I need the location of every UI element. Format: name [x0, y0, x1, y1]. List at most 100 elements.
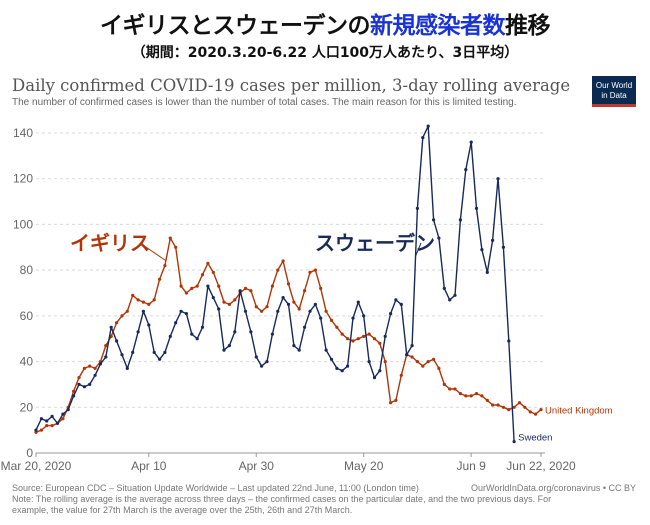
data-point-sweden [98, 362, 103, 366]
data-point-united-kingdom [61, 417, 65, 421]
annotations: United Kingdom Sweden イギリス スウェーデン [70, 231, 613, 444]
data-point-sweden [372, 376, 377, 380]
data-point-united-kingdom [222, 300, 226, 304]
logo-line1: Our World [595, 81, 633, 90]
annotation-uk-leader [139, 242, 167, 262]
data-point-united-kingdom [340, 332, 344, 336]
data-point-united-kingdom [50, 424, 54, 428]
y-tick-label: 60 [20, 309, 34, 323]
data-point-sweden [39, 417, 44, 421]
data-point-sweden [512, 440, 516, 444]
data-point-united-kingdom [190, 286, 194, 290]
data-point-united-kingdom [356, 337, 360, 341]
data-point-sweden [426, 124, 430, 128]
data-point-sweden [313, 302, 317, 306]
data-point-sweden [265, 360, 269, 364]
y-tick-label: 140 [13, 126, 33, 140]
data-point-sweden [383, 334, 387, 338]
x-tick-label: May 20 [344, 459, 384, 473]
data-point-united-kingdom [120, 314, 124, 318]
data-point-sweden [308, 309, 312, 313]
data-point-sweden [421, 136, 425, 140]
data-point-sweden [329, 357, 334, 361]
owid-logo[interactable]: Our World in Data [592, 76, 636, 107]
data-point-united-kingdom [378, 341, 382, 345]
data-point-united-kingdom [464, 394, 468, 398]
data-point-sweden [104, 355, 108, 359]
data-point-united-kingdom [174, 245, 178, 249]
data-point-united-kingdom [432, 357, 436, 361]
data-point-united-kingdom [211, 270, 215, 274]
series-label-sweden: Sweden [518, 433, 552, 444]
data-point-sweden [281, 296, 285, 300]
data-point-united-kingdom [141, 300, 145, 304]
data-point-united-kingdom [168, 236, 172, 240]
y-tick-label: 100 [13, 217, 33, 231]
data-point-sweden [50, 414, 54, 418]
data-point-united-kingdom [217, 284, 221, 288]
data-point-sweden [448, 298, 452, 302]
data-point-sweden [190, 332, 194, 336]
data-point-sweden [399, 302, 403, 306]
data-point-united-kingdom [496, 403, 500, 407]
data-point-sweden [507, 339, 511, 343]
data-point-united-kingdom [195, 284, 199, 288]
data-point-united-kingdom [534, 412, 538, 416]
data-point-sweden [437, 236, 441, 240]
data-point-sweden [163, 350, 167, 354]
source-text: Source: European CDC – Situation Update … [12, 483, 419, 493]
data-point-united-kingdom [281, 259, 285, 263]
data-point-united-kingdom [517, 401, 522, 405]
data-point-sweden [211, 296, 215, 300]
data-point-sweden [464, 168, 468, 172]
data-point-united-kingdom [72, 389, 76, 393]
data-point-sweden [485, 270, 489, 274]
logo-line2: in Data [601, 91, 627, 100]
data-point-sweden [222, 348, 226, 352]
data-point-united-kingdom [491, 403, 495, 407]
data-point-sweden [136, 330, 140, 334]
x-tick-label: Apr 30 [239, 459, 275, 473]
series-line-sweden[interactable] [35, 125, 515, 442]
data-point-sweden [34, 428, 38, 432]
data-point-sweden [174, 321, 178, 325]
data-point-united-kingdom [308, 270, 312, 274]
data-point-united-kingdom [265, 305, 269, 309]
data-point-sweden [93, 373, 97, 377]
y-tick-label: 120 [13, 172, 33, 186]
data-point-sweden [501, 245, 505, 249]
data-point-sweden [297, 348, 301, 352]
data-point-united-kingdom [158, 277, 162, 281]
y-tick-label: 80 [20, 263, 34, 277]
data-point-sweden [55, 421, 60, 425]
data-point-united-kingdom [93, 366, 97, 370]
logo-accent-bar [592, 104, 636, 107]
data-point-sweden [179, 309, 183, 313]
data-point-united-kingdom [163, 264, 167, 268]
data-point-sweden [319, 316, 323, 320]
data-point-sweden [152, 350, 156, 354]
data-point-united-kingdom [206, 261, 210, 265]
chart-subtitle: The number of confirmed cases is lower t… [12, 97, 517, 108]
x-tick-label: Apr 10 [131, 459, 167, 473]
data-point-united-kingdom [297, 307, 301, 311]
data-point-sweden [147, 323, 151, 327]
data-point-united-kingdom [389, 401, 393, 405]
data-point-united-kingdom [292, 300, 296, 304]
data-point-united-kingdom [453, 387, 457, 391]
y-tick-label: 20 [20, 400, 34, 414]
data-point-sweden [335, 366, 339, 370]
data-point-sweden [168, 334, 172, 338]
y-tick-label: 0 [26, 446, 33, 460]
source-url[interactable]: OurWorldInData.org/coronavirus • CC BY [471, 483, 637, 493]
data-point-united-kingdom [254, 305, 258, 309]
data-point-sweden [131, 350, 135, 354]
data-point-united-kingdom [313, 268, 317, 272]
data-point-united-kingdom [507, 408, 511, 412]
data-point-sweden [286, 302, 291, 306]
data-point-sweden [158, 357, 162, 361]
data-point-sweden [270, 332, 274, 336]
data-point-sweden [66, 408, 70, 412]
data-point-united-kingdom [346, 337, 350, 341]
data-point-united-kingdom [88, 364, 92, 368]
